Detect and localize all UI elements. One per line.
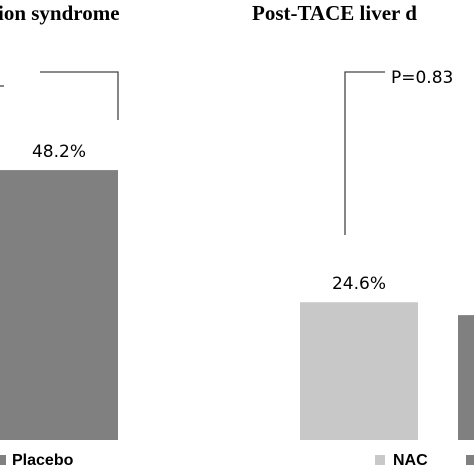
bar (0, 170, 118, 440)
legend-swatch (375, 455, 385, 465)
legend-swatch (0, 455, 6, 465)
p-value: P=0.83 (391, 68, 453, 88)
legend-label: Placebo (12, 452, 74, 469)
data-label: 48.2% (32, 142, 86, 162)
legend-swatch (466, 455, 474, 465)
bar (300, 302, 418, 440)
data-label: 24.6% (332, 274, 386, 294)
legend-label: NAC (393, 452, 428, 469)
chart-title: ion syndrome (0, 1, 120, 25)
chart-title: Post-TACE liver d (252, 1, 417, 25)
significance-bracket (40, 71, 119, 120)
significance-bracket (344, 71, 385, 235)
bar (458, 315, 474, 440)
